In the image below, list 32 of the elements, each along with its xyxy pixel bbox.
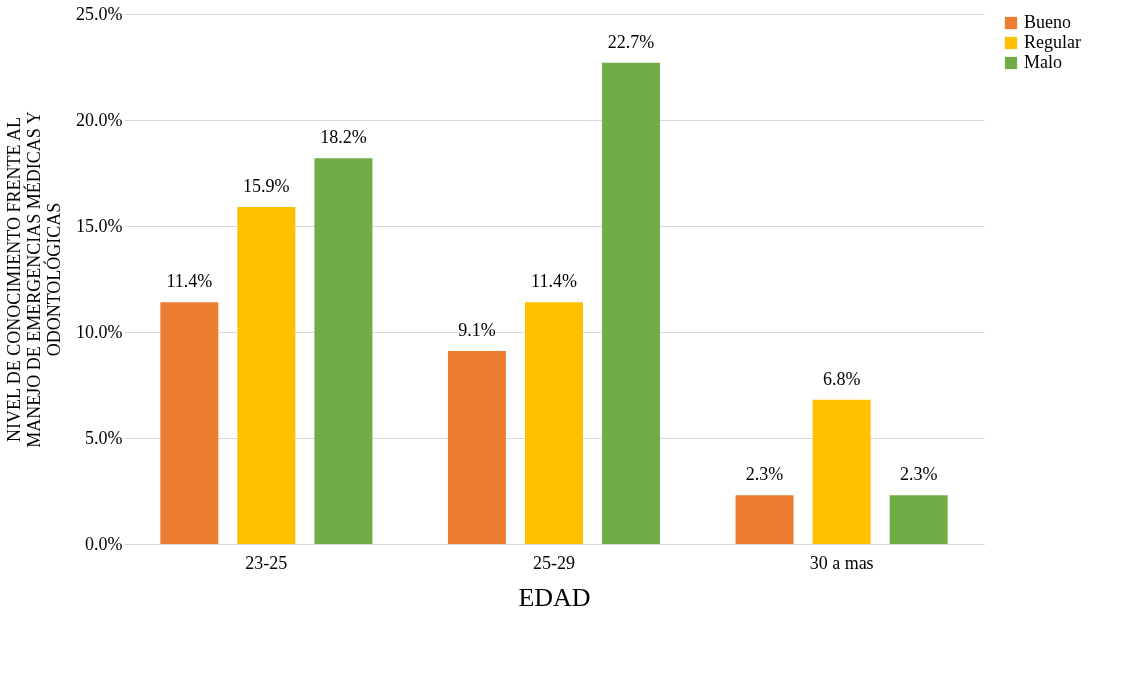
bar	[889, 495, 948, 544]
y-tick-label: 5.0%	[85, 427, 123, 448]
data-label: 6.8%	[822, 368, 861, 389]
data-label: 15.9%	[243, 175, 290, 196]
y-tick-label: 25.0%	[76, 3, 123, 24]
y-tick-label: 15.0%	[76, 215, 123, 236]
bar	[525, 302, 583, 544]
x-tick-label: 30 a mas	[809, 552, 874, 573]
y-tick-label: 10.0%	[76, 321, 123, 342]
bar	[237, 206, 296, 544]
bar	[602, 62, 661, 544]
data-label: 2.3%	[899, 464, 938, 485]
legend-label: Bueno	[1024, 12, 1071, 32]
legend-label: Malo	[1024, 52, 1062, 72]
data-label: 11.4%	[531, 271, 577, 292]
x-axis-title: EDAD	[518, 582, 591, 612]
x-tick-label: 23-25	[245, 552, 288, 573]
bar	[735, 495, 794, 544]
legend-label: Regular	[1024, 32, 1081, 52]
y-tick-label: 20.0%	[76, 109, 123, 130]
data-label: 22.7%	[607, 31, 655, 52]
y-axis-title: NIVEL DE CONOCIMIENTO FRENTE AL MANEJO DE EMERGENCIAS MÉDICAS Y ODONTOLÓGICAS	[4, 111, 65, 448]
data-label: 11.4%	[166, 271, 213, 292]
data-label: 2.3%	[745, 464, 784, 485]
data-label: 9.1%	[458, 320, 496, 341]
data-label: 18.2%	[320, 127, 367, 148]
x-tick-label: 25-29	[533, 552, 575, 573]
bar	[314, 158, 373, 544]
bar	[447, 351, 506, 544]
bar	[160, 302, 219, 544]
y-tick-label: 0.0%	[85, 533, 123, 554]
bar	[812, 399, 871, 544]
